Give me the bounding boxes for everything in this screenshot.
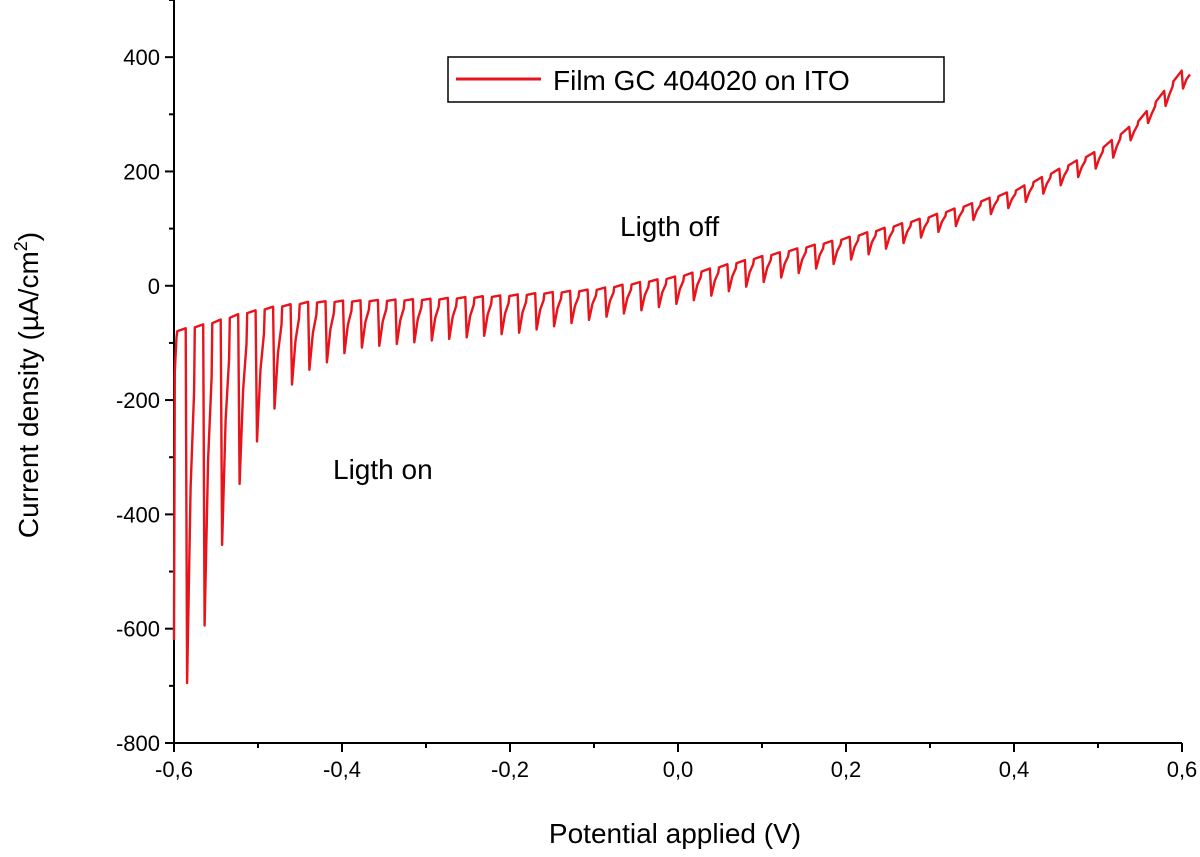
y-tick-label: -800: [116, 731, 160, 756]
x-tick-label: -0,6: [155, 757, 193, 782]
y-axis-title: Current density (µA/cm2): [11, 232, 44, 538]
legend: Film GC 404020 on ITO: [447, 56, 945, 103]
series-line: [172, 69, 1191, 685]
annotation-light-on: Ligth on: [333, 454, 433, 485]
y-tick-label: 400: [123, 45, 160, 70]
y-tick-label: -200: [116, 388, 160, 413]
y-tick-label: -600: [116, 617, 160, 642]
x-tick-label: -0,4: [323, 757, 361, 782]
legend-label: Film GC 404020 on ITO: [553, 65, 850, 96]
x-ticks: -0,6 -0,4 -0,2 0,0 0,2 0,4 0,6: [155, 743, 1197, 782]
annotation-light-off: Ligth off: [620, 211, 719, 242]
x-tick-label: 0,6: [1167, 757, 1198, 782]
axes: [173, 0, 1182, 744]
y-tick-label: 0: [148, 274, 160, 299]
x-tick-label: 0,2: [831, 757, 862, 782]
x-tick-label: 0,4: [999, 757, 1030, 782]
x-tick-label: 0,0: [663, 757, 694, 782]
y-tick-label: -400: [116, 502, 160, 527]
y-ticks: -800 -600 -400 -200 0 200 400: [116, 0, 174, 756]
series-layer: [172, 69, 1191, 685]
y-tick-label: 200: [123, 159, 160, 184]
x-axis-title: Potential applied (V): [549, 818, 801, 849]
x-tick-label: -0,2: [491, 757, 529, 782]
